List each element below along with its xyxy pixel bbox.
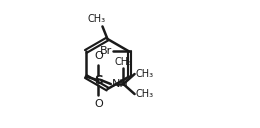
Text: S: S (94, 74, 103, 87)
Text: CH₃: CH₃ (136, 89, 154, 99)
Text: CH₃: CH₃ (114, 56, 132, 67)
Text: NH: NH (112, 79, 128, 89)
Text: O: O (94, 51, 103, 61)
Text: CH₃: CH₃ (88, 14, 106, 24)
Text: CH₃: CH₃ (136, 69, 154, 79)
Text: Br: Br (100, 46, 112, 56)
Text: O: O (94, 99, 103, 109)
